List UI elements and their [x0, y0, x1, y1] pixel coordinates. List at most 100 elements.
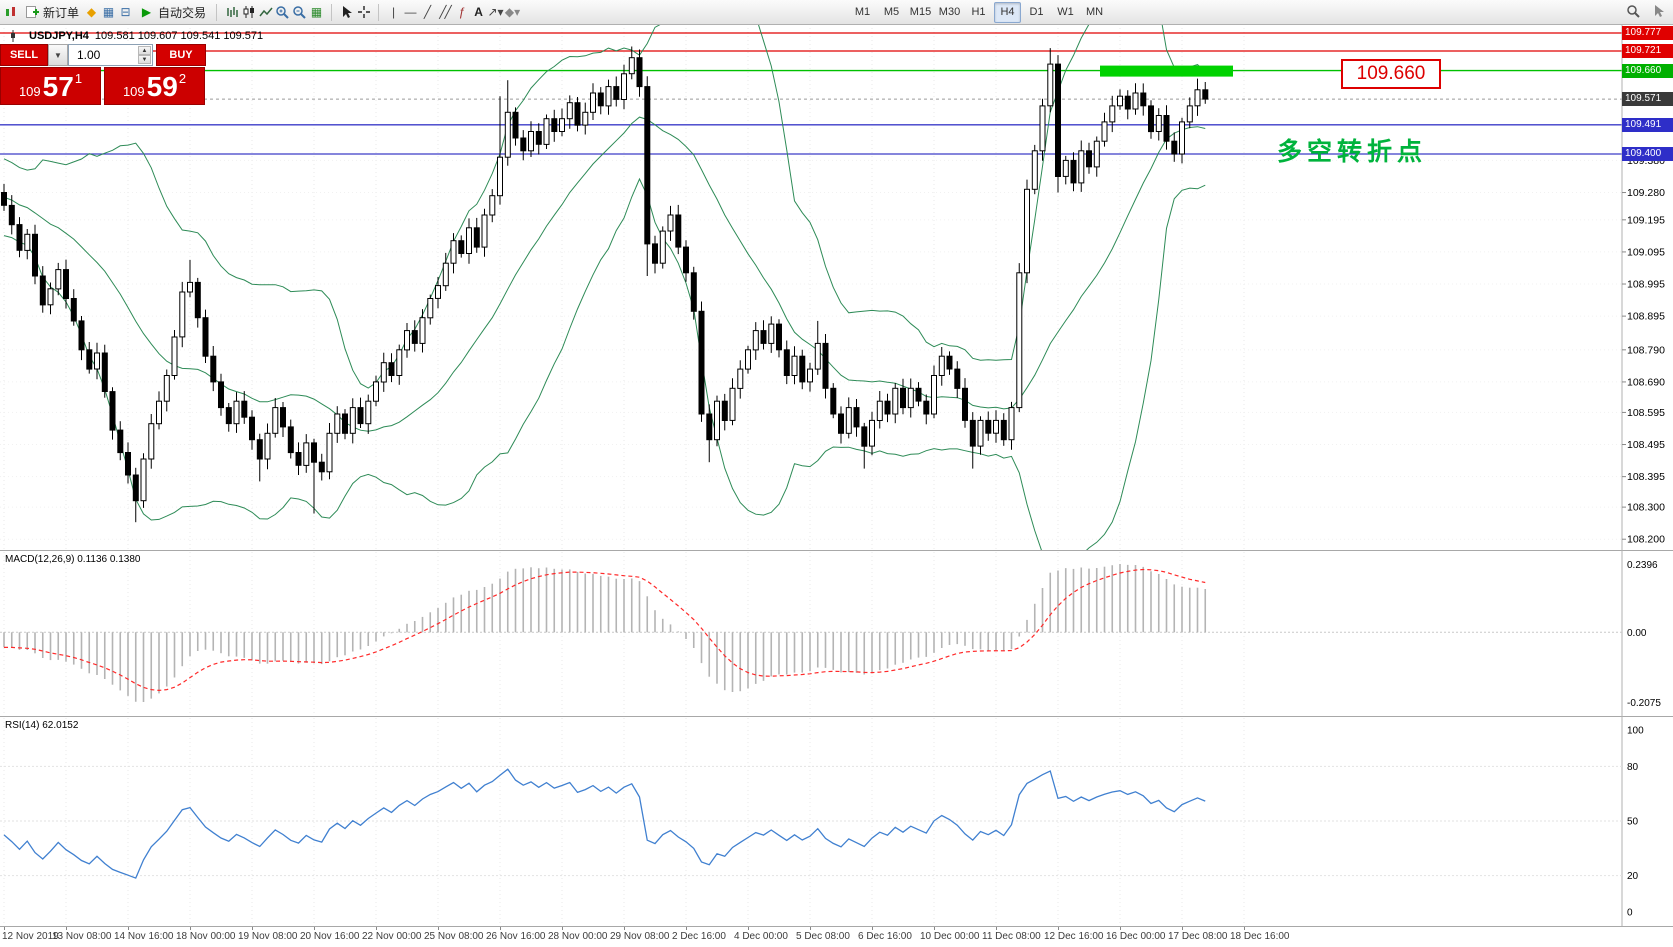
- candlestick-chart-icon[interactable]: [240, 4, 257, 20]
- sell-price-button[interactable]: 109 57 1: [0, 67, 101, 105]
- zoom-out-icon[interactable]: [291, 4, 308, 20]
- timeframe-h1[interactable]: H1: [971, 6, 986, 18]
- mql5-community-icon[interactable]: ◆: [86, 5, 97, 19]
- axis-tick-label: 0.2396: [1627, 560, 1658, 571]
- axis-tick-label: 108.395: [1627, 471, 1665, 483]
- buy-price-main: 59: [146, 71, 178, 103]
- tile-windows-icon[interactable]: ▦: [310, 5, 323, 19]
- timeframe-m30[interactable]: M30: [938, 6, 961, 18]
- crosshair-icon[interactable]: [355, 4, 372, 20]
- timeframe-m5[interactable]: M5: [883, 6, 900, 18]
- channel-tool-icon[interactable]: ╱╱: [439, 5, 451, 19]
- turning-point-annotation[interactable]: 多空转折点: [1277, 138, 1428, 166]
- price-axis-badge: 109.721: [1622, 44, 1673, 58]
- volume-stepper[interactable]: ▲ ▼: [138, 46, 151, 64]
- trade-options-dropdown[interactable]: ▼: [48, 44, 68, 66]
- time-axis-label: 12 Dec 16:00: [1044, 931, 1104, 942]
- time-axis-label: 26 Nov 16:00: [486, 931, 546, 942]
- timeframe-d1[interactable]: D1: [1029, 6, 1044, 18]
- chart-symbol-header: USDJPY,H4 109.581 109.607 109.541 109.57…: [6, 28, 263, 44]
- timeframe-mn[interactable]: MN: [1085, 6, 1104, 18]
- new-order-icon: [23, 4, 40, 20]
- time-tick-mark: [376, 927, 377, 930]
- macd-indicator-panel[interactable]: 0.2396 0.00 -0.2075: [0, 550, 1673, 716]
- new-order-label: 新订单: [43, 5, 80, 20]
- cursor-icon[interactable]: [338, 4, 355, 20]
- search-icon[interactable]: [1625, 3, 1642, 19]
- time-tick-mark: [1120, 927, 1121, 930]
- time-axis-label: 4 Dec 00:00: [734, 931, 788, 942]
- axis-tick-label: 109.280: [1627, 187, 1665, 199]
- buy-price-button[interactable]: 109 59 2: [104, 67, 205, 105]
- time-axis-label: 13 Nov 08:00: [52, 931, 112, 942]
- timeframe-m1[interactable]: M1: [854, 6, 871, 18]
- new-order-button[interactable]: 新订单: [19, 3, 83, 22]
- time-tick-mark: [562, 927, 563, 930]
- toolbar-separator: [216, 3, 218, 21]
- timeframe-m15[interactable]: M15: [909, 6, 932, 18]
- buy-button[interactable]: BUY: [156, 44, 206, 66]
- auto-trading-button[interactable]: ▶ 自动交易: [134, 3, 210, 22]
- rsi-indicator-panel[interactable]: 100 80 50 20 0: [0, 716, 1673, 926]
- trendline-tool-icon[interactable]: ╱: [423, 5, 432, 19]
- rsi-value: 62.0152: [42, 720, 79, 731]
- time-axis-label: 18 Dec 16:00: [1230, 931, 1290, 942]
- time-axis-label: 6 Dec 16:00: [858, 931, 912, 942]
- axis-tick-label: 80: [1627, 762, 1639, 773]
- toolbar-separator: [378, 3, 380, 21]
- time-axis-label: 2 Dec 16:00: [672, 931, 726, 942]
- time-axis-label: 25 Nov 08:00: [424, 931, 484, 942]
- axis-tick-label: 108.495: [1627, 439, 1665, 451]
- price-axis-badge: 109.660: [1622, 64, 1673, 78]
- horizontal-line-tool-icon[interactable]: —: [404, 5, 417, 19]
- volume-value: 1.00: [77, 48, 101, 62]
- axis-tick-label: 108.595: [1627, 407, 1665, 419]
- time-tick-mark: [500, 927, 501, 930]
- sell-button[interactable]: SELL: [0, 44, 48, 66]
- time-axis-label: 28 Nov 00:00: [548, 931, 608, 942]
- volume-up-icon[interactable]: ▲: [138, 46, 151, 55]
- symbol-candle-icon: [6, 28, 23, 44]
- sell-price-prefix: 109: [18, 83, 41, 99]
- sell-price-main: 57: [42, 71, 74, 103]
- price-level-label-box[interactable]: 109.660: [1341, 59, 1441, 89]
- zoom-in-icon[interactable]: [274, 4, 291, 20]
- timeframe-h4[interactable]: H4: [994, 2, 1021, 23]
- time-tick-mark: [810, 927, 811, 930]
- time-tick-mark: [1244, 927, 1245, 930]
- axis-tick-label: 0: [1627, 908, 1633, 919]
- arrows-tool-icon[interactable]: ↗▾: [487, 5, 504, 19]
- shapes-tool-icon[interactable]: ◆▾: [504, 5, 521, 19]
- line-chart-icon[interactable]: [257, 4, 274, 20]
- macd-values: 0.1136 0.1380: [77, 554, 141, 565]
- time-axis[interactable]: 12 Nov 2019 13 Nov 08:00 14 Nov 16:00 18 No…: [0, 926, 1673, 947]
- toolbar-separator: [331, 3, 333, 21]
- axis-tick-label: 108.200: [1627, 534, 1665, 546]
- time-axis-label: 5 Dec 08:00: [796, 931, 850, 942]
- data-window-icon[interactable]: ⊟: [120, 5, 131, 19]
- toolbar-group-orders: 新订单 ◆ ▦ ⊟ ▶ 自动交易: [0, 0, 212, 24]
- time-axis-label: 11 Dec 08:00: [982, 931, 1041, 942]
- time-axis-label: 29 Nov 08:00: [610, 931, 670, 942]
- main-price-chart[interactable]: 109.380109.280109.195109.095108.995108.8…: [0, 24, 1673, 550]
- terminal-icon: [2, 4, 19, 20]
- time-tick-mark: [190, 927, 191, 930]
- pointer-mode-icon[interactable]: [1650, 3, 1667, 19]
- time-tick-mark: [252, 927, 253, 930]
- axis-tick-label: 108.300: [1627, 502, 1665, 514]
- charts-profile-icon[interactable]: ▦: [102, 5, 115, 19]
- price-axis-badge: 109.400: [1622, 147, 1673, 161]
- axis-tick-label: 0.00: [1627, 628, 1647, 639]
- text-tool-icon[interactable]: A: [474, 5, 483, 19]
- bar-chart-icon[interactable]: [223, 4, 240, 20]
- timeframe-w1[interactable]: W1: [1057, 6, 1074, 18]
- time-tick-mark: [748, 927, 749, 930]
- vertical-line-tool-icon[interactable]: |: [391, 5, 396, 19]
- time-axis-label: 22 Nov 00:00: [362, 931, 422, 942]
- macd-label: MACD(12,26,9): [5, 554, 75, 565]
- price-axis-badge: 109.491: [1622, 118, 1673, 132]
- fibonacci-tool-icon[interactable]: ƒ: [458, 5, 465, 19]
- volume-down-icon[interactable]: ▼: [138, 55, 151, 64]
- time-axis-label: 16 Dec 00:00: [1106, 931, 1166, 942]
- volume-input[interactable]: 1.00 ▲ ▼: [68, 44, 153, 66]
